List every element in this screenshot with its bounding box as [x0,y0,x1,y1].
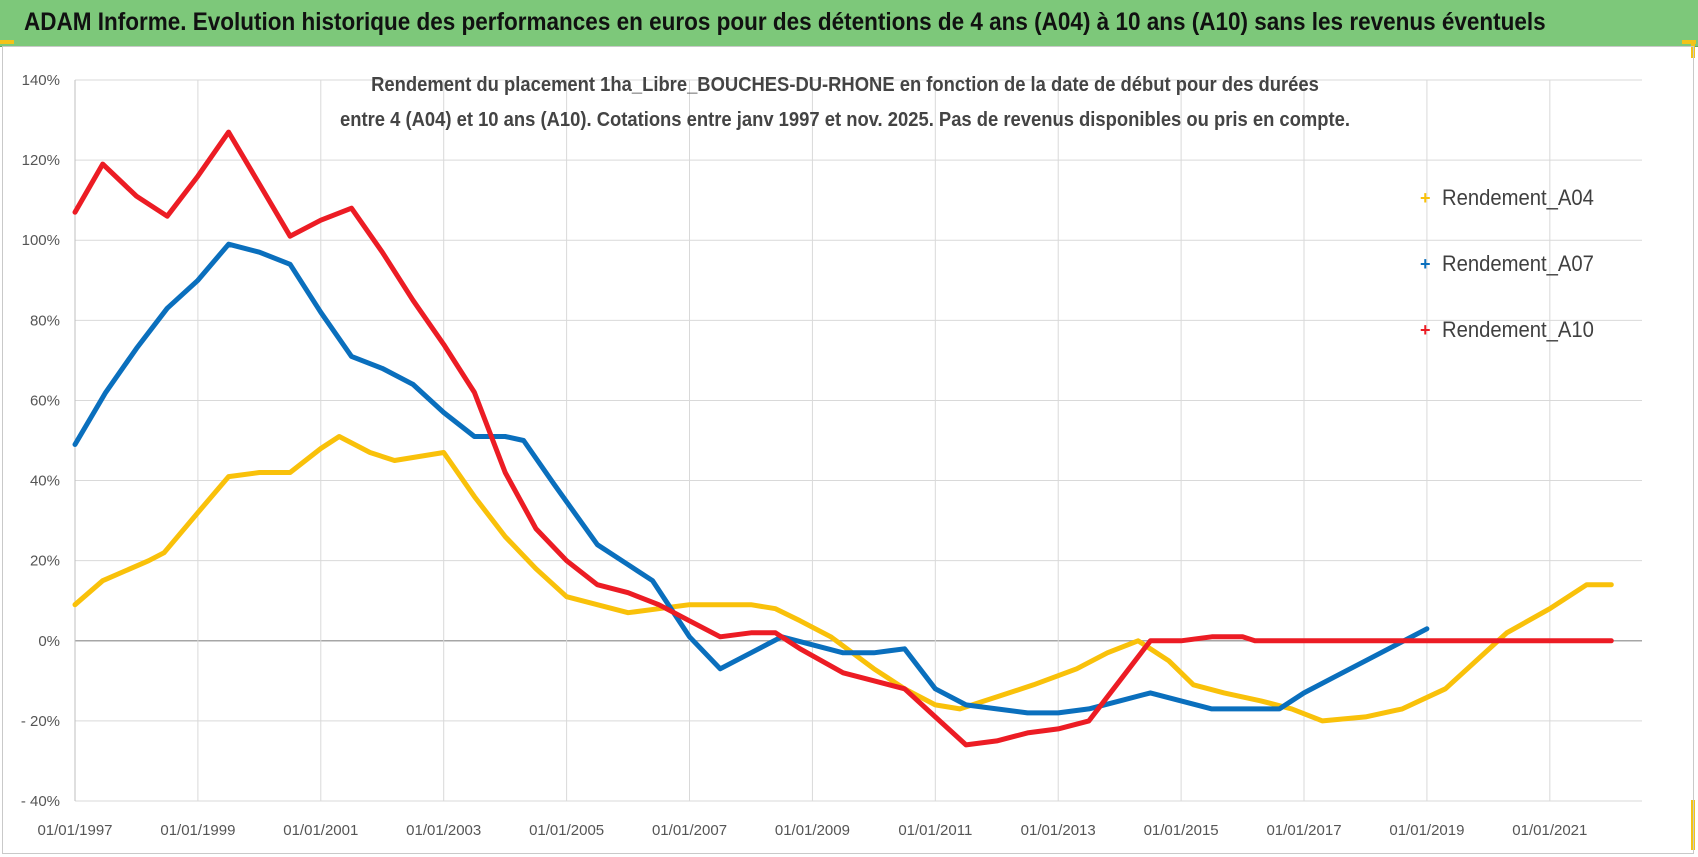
corner-mark-top-right [1682,40,1696,44]
x-tick-label: 01/01/2015 [1144,822,1219,839]
x-tick-label: 01/01/2019 [1389,822,1464,839]
x-tick-label: 01/01/1999 [160,822,235,839]
chart-title: Rendement du placement 1ha_Libre_BOUCHES… [334,68,1355,138]
x-tick-label: 01/01/2007 [652,822,727,839]
x-tick-label: 01/01/2009 [775,822,850,839]
legend-marker-a04: + [1420,188,1431,208]
legend-marker-a07: + [1420,254,1431,274]
legend-item-a07: + Rendement_A07 [1420,231,1620,297]
x-tick-label: 01/01/2005 [529,822,604,839]
x-tick-label: 01/01/2013 [1021,822,1096,839]
y-tick-label: 20% [30,553,60,570]
y-tick-label: 140% [22,72,60,89]
legend-item-a10: + Rendement_A10 [1420,297,1620,363]
chart-title-line-2: entre 4 (A04) et 10 ans (A10). Cotations… [340,109,1350,131]
y-tick-label: - 20% [21,713,60,730]
x-tick-label: 01/01/1997 [37,822,112,839]
corner-mark-top-left [0,40,14,44]
y-tick-label: 80% [30,312,60,329]
y-tick-label: - 40% [21,793,60,810]
legend-label-a07: Rendement_A07 [1442,251,1594,276]
x-tick-label: 01/01/2001 [283,822,358,839]
series-line-rendement-a07 [72,241,1430,716]
x-tick-label: 01/01/2003 [406,822,481,839]
y-tick-label: 0% [38,633,60,650]
legend-marker-a10: + [1420,320,1431,340]
series-line-rendement-a04 [72,434,1614,724]
chart-legend: + Rendement_A04 + Rendement_A07 + Rendem… [1420,165,1620,363]
chart-frame [2,46,1694,854]
x-tick-label: 01/01/2021 [1512,822,1587,839]
series-line-rendement-a10 [72,129,1614,748]
y-tick-label: 100% [22,232,60,249]
chart-title-line-1: Rendement du placement 1ha_Libre_BOUCHES… [371,74,1319,96]
x-tick-label: 01/01/2011 [898,822,972,839]
legend-label-a04: Rendement_A04 [1442,185,1594,210]
page-title: ADAM Informe. Evolution historique des p… [24,8,1546,36]
x-tick-label: 01/01/2017 [1266,822,1341,839]
y-tick-label: 120% [22,152,60,169]
y-tick-label: 40% [30,473,60,490]
y-tick-label: 60% [30,392,60,409]
legend-label-a10: Rendement_A10 [1442,317,1594,342]
title-banner: ADAM Informe. Evolution historique des p… [0,0,1698,47]
legend-item-a04: + Rendement_A04 [1420,165,1620,231]
